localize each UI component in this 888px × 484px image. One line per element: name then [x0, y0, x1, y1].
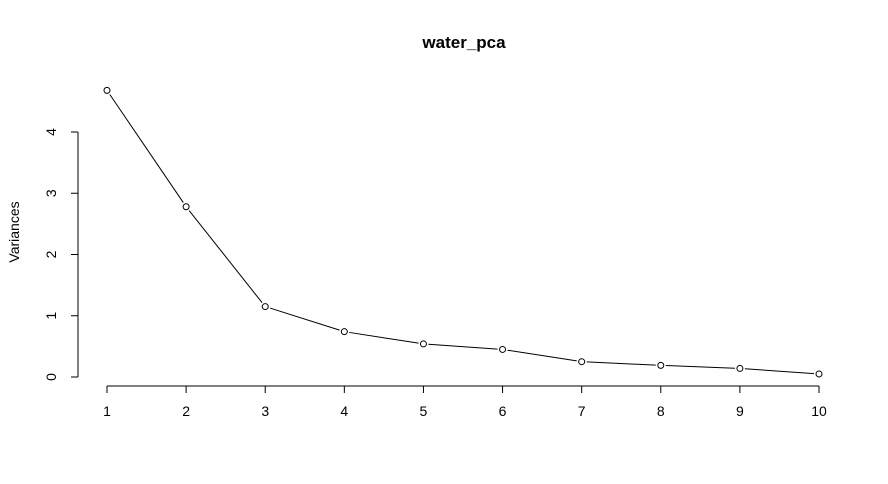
series-segment — [109, 94, 184, 203]
data-point — [499, 345, 507, 353]
series-segment — [188, 210, 263, 303]
x-tick-label: 4 — [340, 403, 348, 419]
x-tick-label: 6 — [499, 403, 507, 419]
x-tick-label: 1 — [103, 403, 111, 419]
data-point — [340, 328, 348, 336]
x-axis: 1 2 3 4 5 6 7 8 9 10 — [103, 385, 827, 419]
series-segment — [507, 349, 577, 362]
x-tick-label: 8 — [657, 403, 665, 419]
y-axis: 0 1 2 3 4 — [43, 128, 79, 381]
data-point — [736, 364, 744, 372]
chart-title: water_pca — [421, 33, 506, 52]
series-segment — [665, 365, 735, 369]
y-tick-label: 1 — [43, 312, 59, 320]
series-segment — [428, 343, 498, 350]
y-tick-label: 4 — [43, 128, 59, 136]
y-tick-label: 3 — [43, 189, 59, 197]
data-point — [815, 370, 823, 378]
data-point — [578, 358, 586, 366]
data-point — [261, 303, 269, 311]
x-tick-label: 3 — [261, 403, 269, 419]
x-tick-label: 7 — [578, 403, 586, 419]
data-point — [657, 361, 665, 369]
x-tick-label: 10 — [811, 403, 827, 419]
series-segment — [269, 307, 340, 331]
y-tick-label: 0 — [43, 373, 59, 381]
x-tick-label: 9 — [736, 403, 744, 419]
y-tick-label: 2 — [43, 250, 59, 258]
data-point — [103, 86, 111, 94]
plot-area — [103, 86, 823, 378]
series-segment — [349, 331, 419, 344]
y-axis-label: Variances — [6, 201, 22, 262]
x-tick-label: 2 — [182, 403, 190, 419]
x-tick-label: 5 — [420, 403, 428, 419]
series-segment — [744, 368, 815, 375]
data-point — [182, 203, 190, 211]
series-segment — [586, 361, 656, 366]
data-point — [419, 340, 427, 348]
